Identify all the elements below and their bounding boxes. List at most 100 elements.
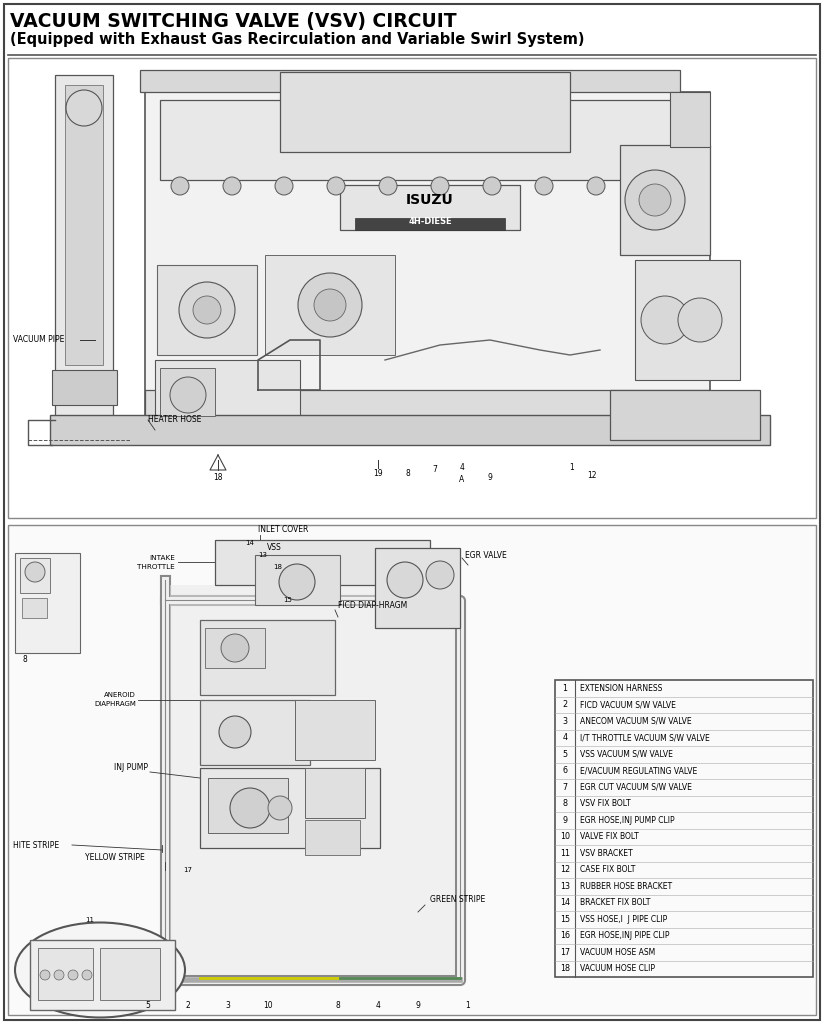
- Text: 8: 8: [563, 800, 568, 808]
- Circle shape: [54, 970, 64, 980]
- Text: VSV FIX BOLT: VSV FIX BOLT: [580, 800, 630, 808]
- Text: 1: 1: [563, 684, 568, 693]
- Text: 17: 17: [560, 948, 570, 956]
- Text: CASE FIX BOLT: CASE FIX BOLT: [580, 865, 635, 874]
- Bar: [355, 218, 505, 230]
- Text: VSS: VSS: [267, 543, 282, 552]
- Circle shape: [221, 634, 249, 662]
- Circle shape: [327, 177, 345, 195]
- Bar: [170, 585, 455, 975]
- Text: 6: 6: [563, 766, 568, 775]
- Text: 13: 13: [259, 552, 268, 558]
- Text: 2: 2: [185, 1000, 190, 1010]
- Circle shape: [82, 970, 92, 980]
- Circle shape: [678, 298, 722, 342]
- Text: VSS HOSE,I  J PIPE CLIP: VSS HOSE,I J PIPE CLIP: [580, 914, 667, 924]
- Text: ANEROID: ANEROID: [105, 692, 136, 698]
- Text: 7: 7: [433, 466, 438, 474]
- Bar: [20, 558, 50, 593]
- Text: 15: 15: [283, 597, 293, 603]
- Text: INLET COVER: INLET COVER: [258, 525, 308, 535]
- Circle shape: [170, 377, 206, 413]
- Bar: [610, 390, 760, 440]
- Bar: [15, 553, 80, 653]
- Text: 4: 4: [376, 1000, 381, 1010]
- Bar: [340, 185, 520, 230]
- Bar: [8, 525, 816, 1015]
- Bar: [205, 628, 265, 668]
- Text: 8: 8: [405, 469, 410, 477]
- Text: 8: 8: [22, 655, 27, 665]
- Circle shape: [193, 296, 221, 324]
- Bar: [145, 390, 710, 440]
- Circle shape: [275, 177, 293, 195]
- Text: YELLOW STRIPE: YELLOW STRIPE: [85, 853, 145, 861]
- Bar: [38, 948, 93, 1000]
- Bar: [200, 700, 310, 765]
- Circle shape: [587, 177, 605, 195]
- Text: 15: 15: [560, 914, 570, 924]
- Circle shape: [268, 796, 292, 820]
- Circle shape: [179, 282, 235, 338]
- Bar: [620, 145, 710, 255]
- Bar: [305, 820, 360, 855]
- Text: RUBBER HOSE BRACKET: RUBBER HOSE BRACKET: [580, 882, 672, 891]
- Ellipse shape: [15, 923, 185, 1018]
- Bar: [160, 100, 700, 180]
- Circle shape: [379, 177, 397, 195]
- Text: E/VACUUM REGULATING VALVE: E/VACUUM REGULATING VALVE: [580, 766, 697, 775]
- Text: 2: 2: [563, 700, 568, 710]
- Text: 11: 11: [86, 918, 95, 923]
- Bar: [50, 415, 770, 445]
- Text: 16: 16: [560, 931, 570, 940]
- Bar: [670, 92, 710, 147]
- Text: THROTTLE: THROTTLE: [138, 564, 175, 570]
- Bar: [65, 85, 103, 365]
- Bar: [295, 700, 375, 760]
- Text: HITE STRIPE: HITE STRIPE: [13, 841, 59, 850]
- Text: I/T THROTTLE VACUUM S/W VALVE: I/T THROTTLE VACUUM S/W VALVE: [580, 733, 709, 742]
- Text: 3: 3: [226, 1000, 231, 1010]
- Text: HEATER HOSE: HEATER HOSE: [148, 416, 201, 425]
- Text: 10: 10: [263, 1000, 273, 1010]
- Text: 9: 9: [488, 473, 493, 482]
- Text: VACUUM PIPE: VACUUM PIPE: [13, 336, 64, 344]
- Text: BRACKET FIX BOLT: BRACKET FIX BOLT: [580, 898, 650, 907]
- Text: A: A: [459, 475, 465, 484]
- Text: VACUUM HOSE CLIP: VACUUM HOSE CLIP: [580, 965, 655, 973]
- Text: 1: 1: [466, 1000, 471, 1010]
- Circle shape: [387, 562, 423, 598]
- Text: 4: 4: [460, 464, 465, 472]
- Text: 10: 10: [560, 833, 570, 842]
- Circle shape: [483, 177, 501, 195]
- Text: 14: 14: [246, 540, 255, 546]
- Bar: [145, 92, 710, 432]
- Text: 17: 17: [184, 867, 193, 873]
- Bar: [200, 620, 335, 695]
- Bar: [255, 555, 340, 605]
- Bar: [635, 260, 740, 380]
- Bar: [215, 540, 430, 585]
- Circle shape: [223, 177, 241, 195]
- Text: 18: 18: [274, 564, 283, 570]
- Circle shape: [171, 177, 189, 195]
- Text: FICD DIAP-HRAGM: FICD DIAP-HRAGM: [338, 600, 407, 609]
- Text: 5: 5: [563, 750, 568, 759]
- Bar: [200, 768, 380, 848]
- Text: 7: 7: [563, 782, 568, 792]
- Bar: [100, 948, 160, 1000]
- Text: INJ PUMP: INJ PUMP: [114, 764, 148, 772]
- Text: 18: 18: [560, 965, 570, 973]
- Text: VACUUM SWITCHING VALVE (VSV) CIRCUIT: VACUUM SWITCHING VALVE (VSV) CIRCUIT: [10, 12, 456, 31]
- Bar: [305, 768, 365, 818]
- Circle shape: [66, 90, 102, 126]
- Circle shape: [625, 170, 685, 230]
- Bar: [55, 75, 113, 430]
- Circle shape: [535, 177, 553, 195]
- Text: EGR HOSE,INJ PIPE CLIP: EGR HOSE,INJ PIPE CLIP: [580, 931, 669, 940]
- Text: 4H-DIESE: 4H-DIESE: [408, 217, 452, 226]
- Circle shape: [68, 970, 78, 980]
- Text: ANECOM VACUUM S/W VALVE: ANECOM VACUUM S/W VALVE: [580, 717, 691, 726]
- Text: 14: 14: [560, 898, 570, 907]
- Text: EGR CUT VACUUM S/W VALVE: EGR CUT VACUUM S/W VALVE: [580, 782, 692, 792]
